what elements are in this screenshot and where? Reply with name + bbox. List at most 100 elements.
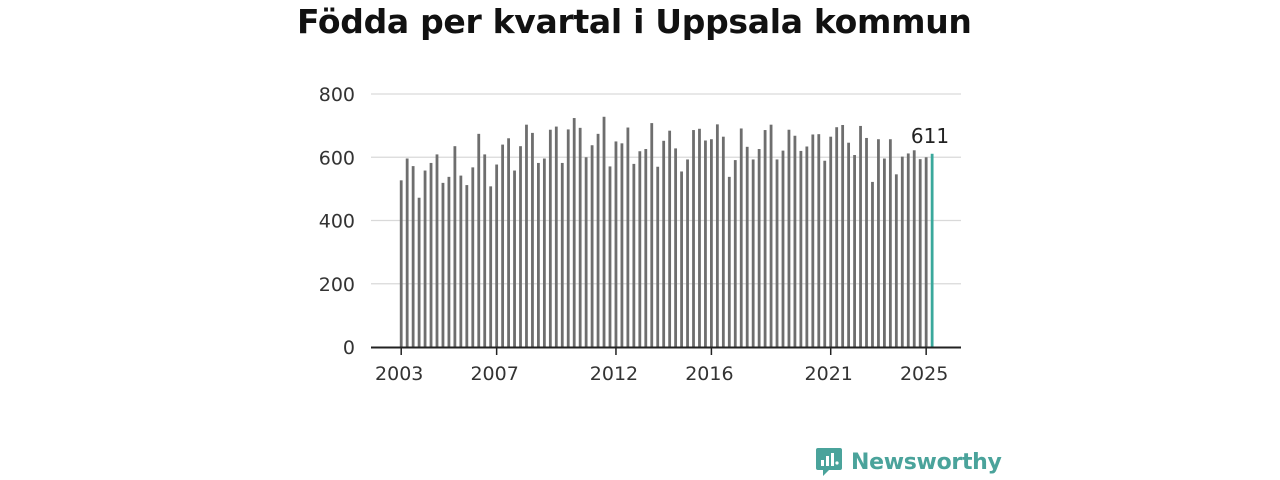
bar	[811, 134, 815, 347]
bar	[877, 139, 880, 347]
bar	[751, 159, 755, 347]
bar	[799, 150, 803, 347]
bar	[912, 150, 916, 347]
newsworthy-logo[interactable]: Newsworthy	[815, 446, 1002, 478]
chart-title: Födda per kvartal i Uppsala kommun	[297, 2, 972, 41]
x-tick-label: 2021	[805, 363, 853, 385]
bar	[787, 129, 791, 347]
bar	[501, 144, 505, 347]
bar	[644, 149, 648, 347]
bar	[531, 132, 534, 347]
y-tick-label: 0	[343, 337, 355, 359]
y-tick-label: 800	[319, 84, 355, 106]
bar	[459, 175, 463, 347]
bar	[918, 159, 922, 347]
bar	[495, 164, 499, 347]
bar	[745, 146, 749, 347]
bar	[441, 182, 445, 347]
bar	[924, 157, 928, 347]
bar	[483, 154, 487, 347]
bar	[519, 146, 522, 347]
bar	[399, 180, 403, 347]
bar	[465, 185, 469, 347]
bar	[560, 162, 564, 347]
bar	[674, 148, 678, 347]
bar	[507, 138, 510, 347]
bar	[715, 124, 719, 347]
gridlines	[371, 93, 961, 285]
bar	[698, 128, 701, 347]
bar	[554, 126, 558, 347]
bar	[888, 139, 892, 347]
brand-name: Newsworthy	[851, 449, 1002, 475]
bar	[656, 166, 660, 347]
bar	[477, 133, 481, 347]
bar	[727, 176, 731, 347]
x-tick-label: 2007	[470, 363, 518, 385]
bar	[638, 151, 642, 347]
bar	[578, 127, 582, 348]
x-tick-label: 2025	[900, 363, 948, 385]
bar	[894, 174, 898, 347]
bar	[733, 160, 737, 347]
bar	[572, 118, 576, 347]
y-axis-ticks: 0 200 400 600 800	[319, 84, 355, 359]
y-tick-label: 400	[319, 211, 355, 233]
bar-highlight	[930, 153, 934, 347]
bar	[626, 127, 630, 348]
bar	[471, 167, 475, 347]
bar	[900, 156, 904, 347]
bar	[823, 160, 827, 347]
bar	[865, 137, 868, 347]
bar	[817, 134, 821, 347]
bar	[829, 136, 833, 347]
bars	[399, 116, 934, 348]
y-tick-label: 600	[319, 147, 355, 169]
bar	[548, 129, 552, 347]
bar	[680, 171, 683, 347]
bar	[853, 155, 856, 347]
bar	[692, 130, 695, 347]
bar	[871, 181, 874, 347]
bar	[423, 170, 427, 347]
bar	[429, 162, 433, 347]
bar	[704, 140, 707, 347]
x-axis: 2003 2007 2012 2016 2021 2025	[371, 346, 961, 385]
bar	[883, 158, 886, 347]
bar	[584, 157, 588, 347]
bar	[739, 128, 743, 347]
bar	[411, 166, 415, 347]
bar	[781, 150, 785, 347]
bar	[763, 130, 767, 347]
bar	[710, 139, 713, 347]
bar	[841, 124, 845, 348]
x-tick-label: 2016	[685, 363, 733, 385]
bar	[525, 124, 528, 348]
y-tick-label: 200	[319, 274, 355, 296]
bar	[686, 159, 689, 347]
bar	[435, 154, 439, 347]
bar	[847, 142, 851, 347]
bar	[596, 133, 600, 347]
last-value-label: 611	[911, 124, 949, 148]
bar	[906, 153, 910, 347]
x-tick-label: 2012	[590, 363, 638, 385]
newsworthy-logo-icon	[816, 448, 842, 476]
bar	[835, 127, 839, 347]
bar	[650, 123, 654, 347]
bar	[608, 166, 612, 347]
bar	[632, 163, 636, 347]
bar	[542, 158, 546, 347]
bar	[775, 159, 779, 347]
bar	[489, 186, 493, 347]
bar	[620, 143, 624, 347]
bar	[405, 158, 409, 347]
bar	[805, 146, 809, 347]
bar	[590, 145, 594, 347]
bar	[721, 136, 725, 347]
bar	[757, 149, 761, 347]
bar	[769, 124, 773, 348]
bar	[417, 197, 421, 347]
bar	[859, 125, 862, 347]
